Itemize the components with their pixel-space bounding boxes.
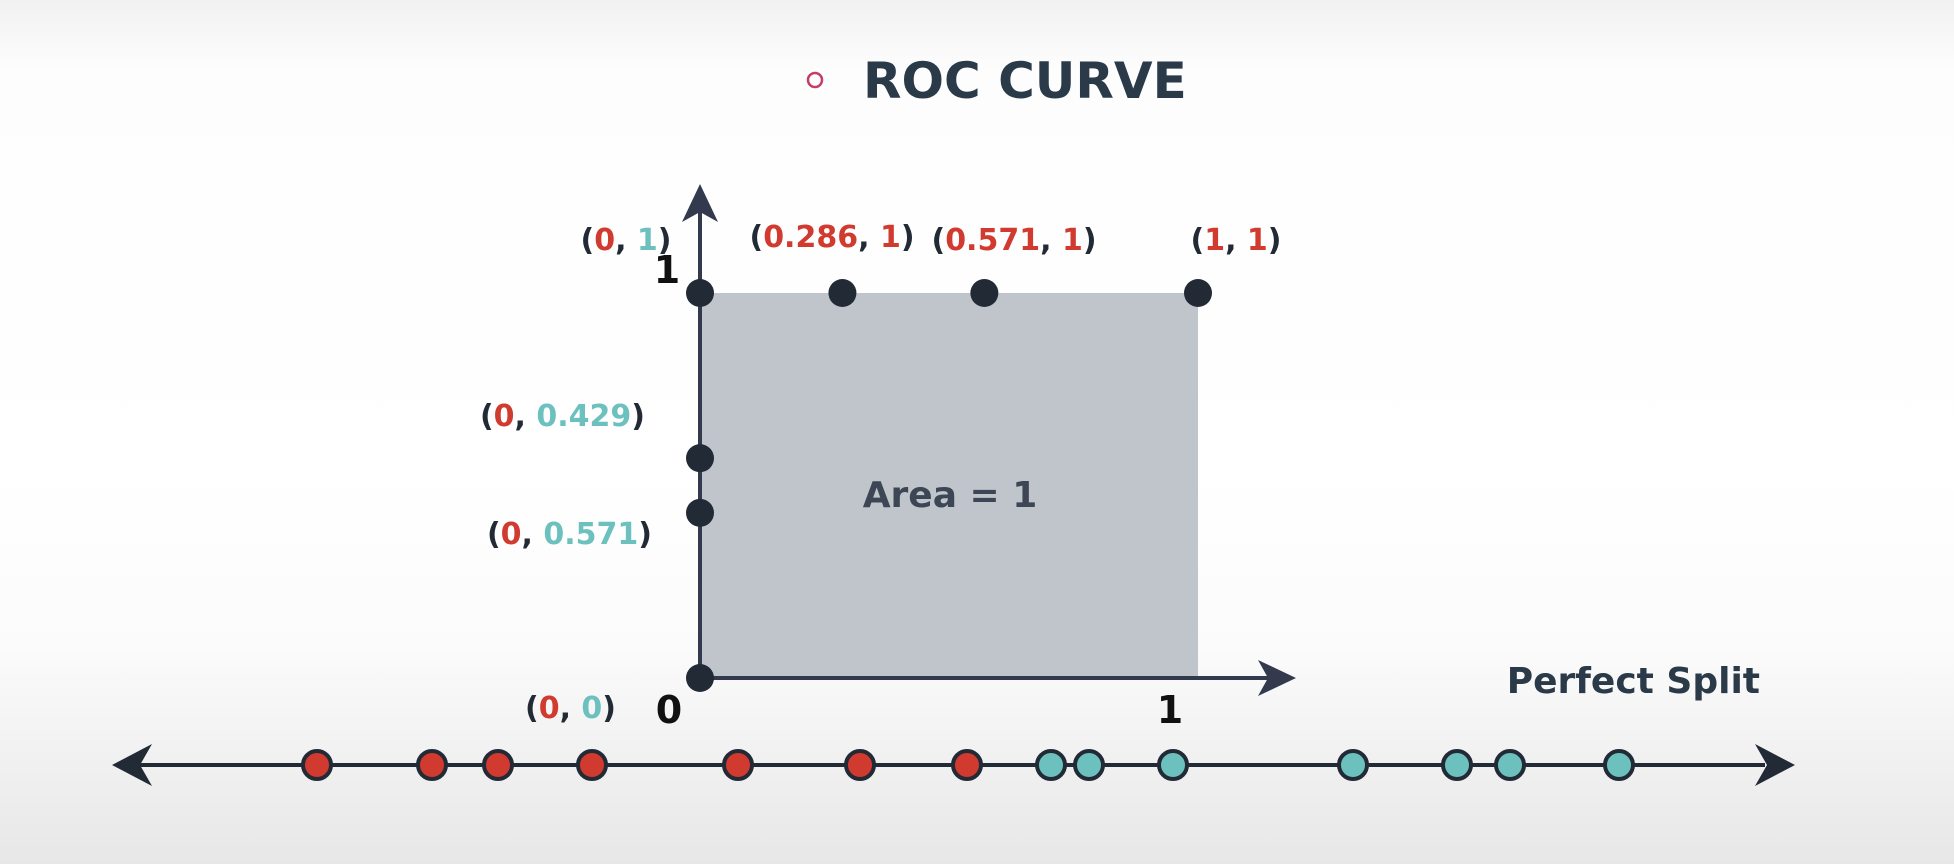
label-part-x: 0 bbox=[594, 223, 615, 258]
label-part-x: 0 bbox=[501, 517, 522, 552]
teal-dot bbox=[1494, 749, 1526, 781]
label-part-close: ) bbox=[631, 399, 645, 434]
arrow-left-icon bbox=[112, 744, 152, 786]
circle-outline-icon bbox=[806, 71, 824, 89]
label-part-close: ) bbox=[602, 691, 616, 726]
arrow-right-icon bbox=[1755, 744, 1795, 786]
teal-dot bbox=[1441, 749, 1473, 781]
label-part-sep: , bbox=[615, 223, 637, 258]
label-part-close: ) bbox=[638, 517, 652, 552]
label-part-y: 0.571 bbox=[543, 517, 638, 552]
red-dot bbox=[301, 749, 333, 781]
label-part-x: 0 bbox=[539, 691, 560, 726]
roc-point-labels: (0, 1) (0.286, 1) (0.571, 1) (1, 1)(0, 0.42… bbox=[480, 220, 1282, 726]
roc-point bbox=[1184, 279, 1212, 307]
teal-dot bbox=[1337, 749, 1369, 781]
roc-point-label: (0, 0) bbox=[525, 691, 616, 726]
roc-point bbox=[970, 279, 999, 307]
label-part-close: ) bbox=[901, 220, 915, 255]
x-end-label: 1 bbox=[1157, 688, 1183, 732]
number-line bbox=[112, 744, 1795, 786]
label-part-close: ) bbox=[1268, 223, 1282, 258]
label-part-open: ( bbox=[931, 223, 945, 258]
roc-point bbox=[686, 664, 714, 692]
label-part-y: 1 bbox=[637, 223, 658, 258]
red-dot bbox=[482, 749, 514, 781]
roc-point bbox=[686, 498, 714, 527]
label-part-y: 0 bbox=[581, 691, 602, 726]
number-line-dots bbox=[301, 749, 1635, 781]
label-part-open: ( bbox=[1190, 223, 1204, 258]
roc-point-label: (0.571, 1) bbox=[931, 223, 1096, 258]
label-part-x: 0.571 bbox=[945, 223, 1040, 258]
label-part-open: ( bbox=[480, 399, 494, 434]
label-part-x: 1 bbox=[1204, 223, 1225, 258]
red-dot bbox=[416, 749, 448, 781]
area-label: Area = 1 bbox=[863, 475, 1038, 516]
title-text: ROC CURVE bbox=[863, 52, 1187, 110]
red-dot bbox=[951, 749, 983, 781]
roc-point-label: (0.286, 1) bbox=[749, 220, 914, 255]
roc-point-label: (0, 1) bbox=[580, 223, 671, 258]
teal-dot bbox=[1157, 749, 1189, 781]
perfect-split-label: Perfect Split bbox=[1507, 661, 1760, 702]
label-part-y: 1 bbox=[880, 220, 901, 255]
roc-point-label: (0, 0.429) bbox=[480, 399, 645, 434]
roc-point-label: (0, 0.571) bbox=[487, 517, 652, 552]
x-origin-label: 0 bbox=[656, 688, 682, 732]
x-axis-arrow-icon bbox=[1258, 660, 1296, 696]
label-part-sep: , bbox=[522, 517, 544, 552]
area-under-curve bbox=[700, 293, 1198, 678]
roc-point bbox=[686, 279, 714, 307]
label-part-close: ) bbox=[1083, 223, 1097, 258]
red-dot bbox=[722, 749, 754, 781]
teal-dot bbox=[1035, 749, 1067, 781]
label-part-y: 0.429 bbox=[536, 399, 631, 434]
label-part-sep: , bbox=[515, 399, 537, 434]
label-part-x: 0.286 bbox=[763, 220, 858, 255]
roc-point-label: (1, 1) bbox=[1190, 223, 1281, 258]
page-title: ROC CURVE bbox=[806, 52, 1187, 110]
teal-dot bbox=[1073, 749, 1105, 781]
label-part-open: ( bbox=[580, 223, 594, 258]
y-axis-arrow-icon bbox=[682, 184, 718, 222]
label-part-x: 0 bbox=[494, 399, 515, 434]
label-part-y: 1 bbox=[1062, 223, 1083, 258]
roc-point bbox=[686, 444, 714, 473]
roc-point bbox=[828, 279, 857, 307]
teal-dot bbox=[1603, 749, 1635, 781]
label-part-open: ( bbox=[487, 517, 501, 552]
red-dot bbox=[576, 749, 608, 781]
label-part-close: ) bbox=[658, 223, 672, 258]
label-part-sep: , bbox=[1225, 223, 1247, 258]
label-part-open: ( bbox=[525, 691, 539, 726]
roc-points bbox=[686, 279, 1212, 692]
label-part-y: 1 bbox=[1247, 223, 1268, 258]
red-dot bbox=[844, 749, 876, 781]
label-part-sep: , bbox=[858, 220, 880, 255]
label-part-sep: , bbox=[560, 691, 582, 726]
y-end-label: 1 bbox=[654, 248, 680, 292]
label-part-open: ( bbox=[749, 220, 763, 255]
label-part-sep: , bbox=[1040, 223, 1062, 258]
